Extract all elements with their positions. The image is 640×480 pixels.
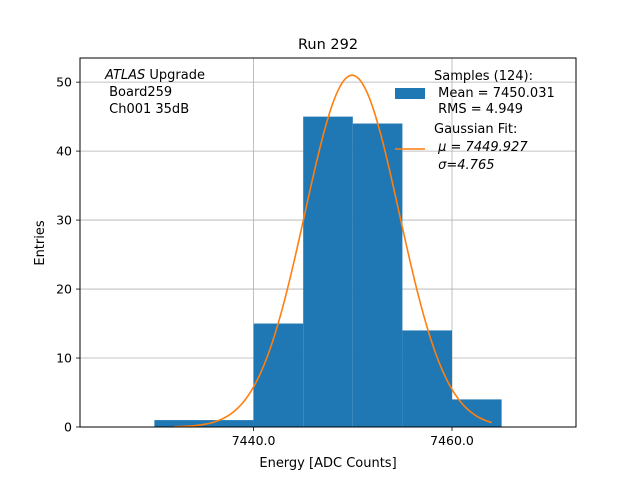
legend: Samples (124): Mean = 7450.031 RMS = 4.9…: [395, 69, 555, 173]
annotation-line-1: ATLAS Upgrade: [104, 68, 205, 83]
histogram-bar: [303, 116, 353, 428]
y-axis-label: Entries: [33, 220, 48, 266]
y-tick-label: 20: [56, 282, 72, 297]
annotation-atlas: ATLAS: [104, 68, 145, 83]
histogram-bar: [402, 330, 452, 427]
y-tick-label: 10: [56, 351, 72, 366]
histogram-bar: [352, 123, 403, 427]
y-tick-label: 0: [64, 420, 72, 435]
legend-fit-sigma: σ=4.765: [434, 158, 494, 173]
gaussian-fit-curve: [174, 74, 492, 428]
annotation-line-3: Ch001 35dB: [105, 102, 189, 117]
plot-frame: [79, 57, 577, 428]
atlas-annotation: ATLAS Upgrade Board259 Ch001 35dB: [104, 68, 205, 117]
legend-samples-mean: Mean = 7450.031: [434, 86, 555, 101]
histogram-bar: [204, 420, 254, 427]
x-axis-label: Energy [ADC Counts]: [259, 456, 396, 471]
histogram-bar: [154, 420, 204, 427]
legend-fit-title: Gaussian Fit:: [434, 122, 517, 137]
histogram-bar: [452, 399, 502, 427]
legend-samples-swatch: [395, 88, 425, 99]
y-tick-label: 40: [56, 144, 72, 159]
gaussian-fit-line: [174, 74, 492, 428]
legend-samples-title: Samples (124):: [434, 69, 533, 84]
x-tick-label: 7460.0: [430, 433, 474, 448]
legend-fit-mu: μ = 7449.927: [434, 140, 528, 155]
x-tick-label: 7440.0: [232, 433, 276, 448]
legend-samples-rms: RMS = 4.949: [434, 102, 523, 117]
y-tick-label: 50: [56, 75, 72, 90]
histogram-bar: [253, 323, 304, 427]
y-tick-label: 30: [56, 213, 72, 228]
histogram-bars: [154, 116, 502, 428]
annotation-line-2: Board259: [105, 85, 172, 100]
annotation-upgrade: Upgrade: [145, 68, 205, 83]
chart-title: Run 292: [298, 37, 358, 53]
axis-ticks: 7440.0 7460.0 0 10 20 30 40 50: [56, 75, 474, 448]
